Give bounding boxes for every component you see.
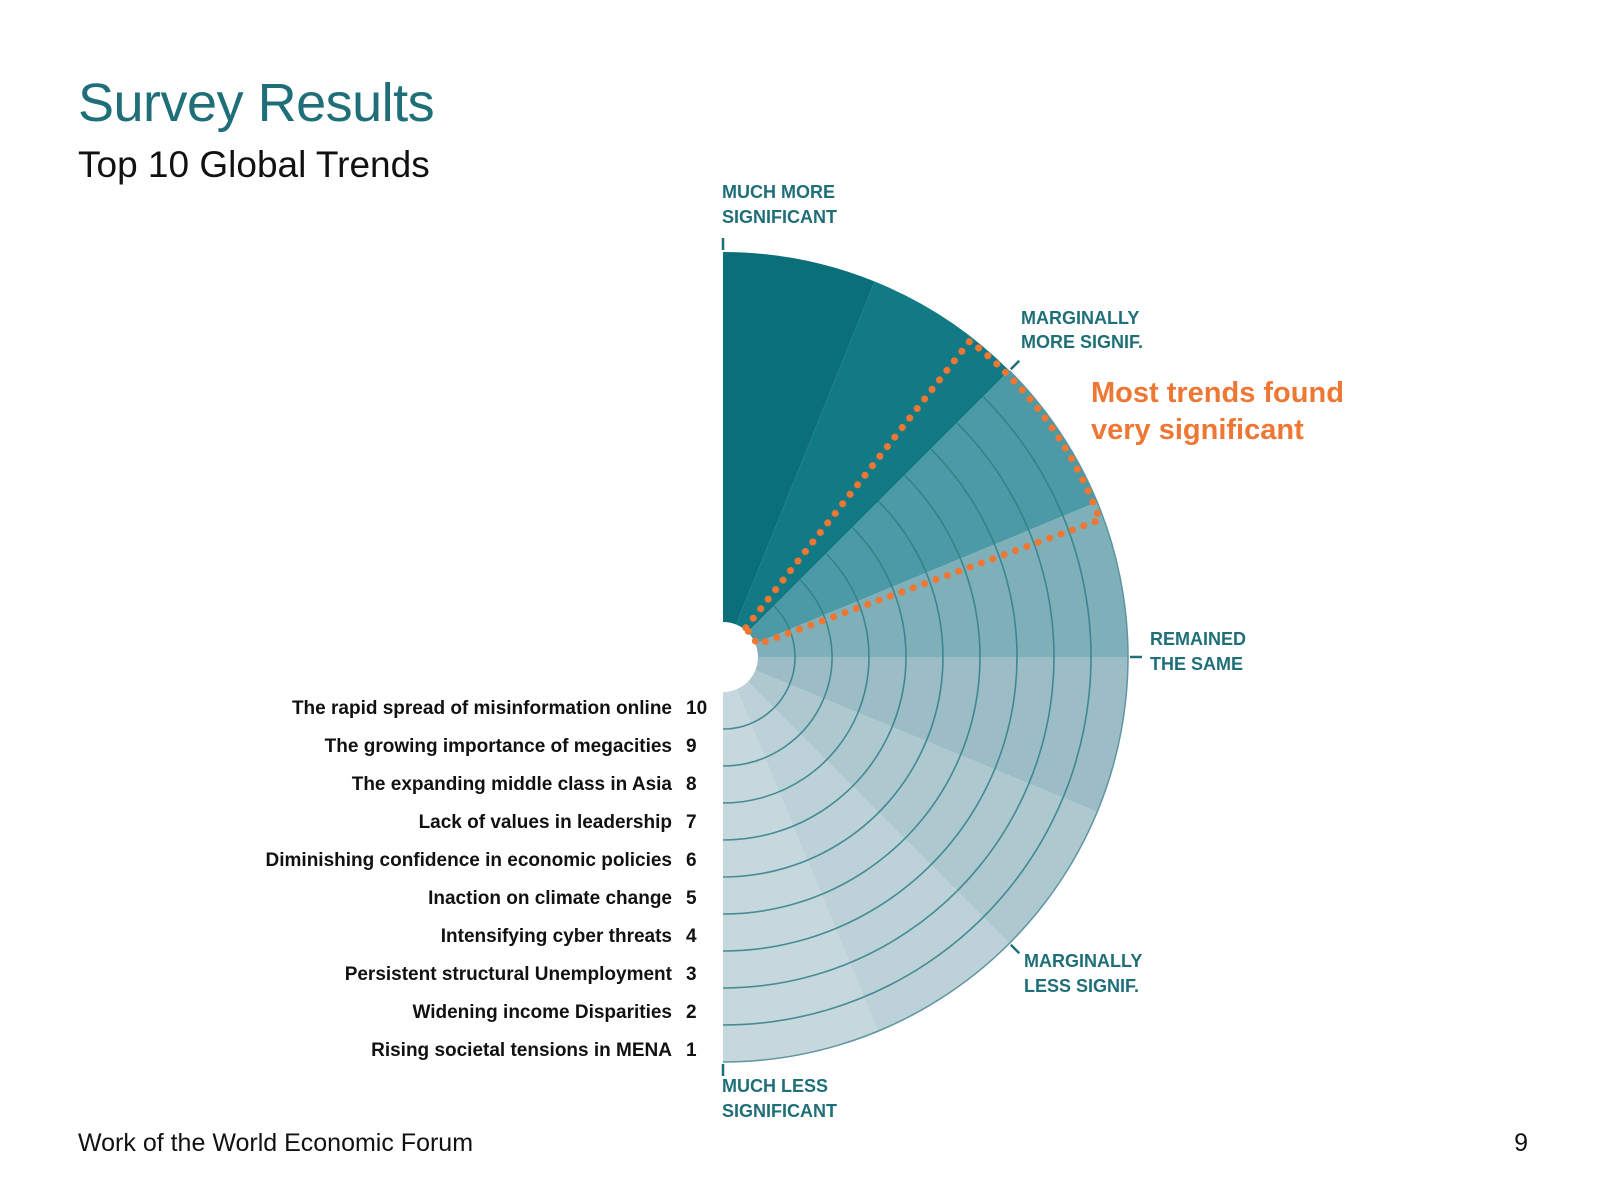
ring-separator [722, 396, 1092, 1026]
ring-separator [722, 500, 944, 878]
trend-rank: 3 [686, 964, 697, 985]
trend-row: Lack of values in leadership 7 [200, 804, 716, 842]
trend-label: Rising societal tensions in MENA [371, 1040, 672, 1061]
background-sector [755, 657, 1129, 812]
background-sector [747, 370, 1098, 644]
ring-separator [722, 553, 870, 804]
ring-separator [722, 527, 907, 841]
label-much-less-2: SIGNIFICANT [722, 1101, 837, 1121]
trend-label: The expanding middle class in Asia [351, 774, 672, 795]
label-marginally-more-2: MORE SIGNIF. [1021, 332, 1143, 352]
trend-label: Lack of values in leadership [418, 812, 672, 833]
trend-label: The growing importance of megacities [324, 736, 672, 757]
ring-separator [722, 422, 1055, 989]
outer-edge [722, 370, 1129, 1063]
trend-rank: 6 [686, 850, 697, 871]
ring-separator [722, 448, 1018, 952]
trend-rank: 8 [686, 774, 697, 795]
callout-line-2: very significant [1091, 414, 1304, 446]
label-much-more-2: SIGNIFICANT [722, 207, 837, 227]
trend-rank: 2 [686, 1002, 697, 1023]
chart-rings [722, 370, 1129, 1063]
trend-label: Persistent structural Unemployment [344, 964, 672, 985]
trend-label: Diminishing confidence in economic polic… [265, 850, 672, 871]
trend-rank: 5 [686, 888, 697, 909]
trend-label: Widening income Disparities [412, 1002, 672, 1023]
highlight-outline [741, 336, 1105, 649]
chart-ticks [721, 238, 1142, 1076]
label-remained-same-2: THE SAME [1150, 654, 1243, 674]
label-much-less-1: MUCH LESS [722, 1076, 828, 1096]
trend-rank: 9 [686, 736, 697, 757]
page-number: 9 [1514, 1129, 1528, 1157]
ring-separator [722, 605, 796, 730]
trend-rank: 4 [686, 926, 697, 947]
background-sector [723, 689, 878, 1063]
footer-text: Work of the World Economic Forum [78, 1129, 474, 1157]
ring-separator [722, 579, 833, 767]
trend-row: Diminishing confidence in economic polic… [200, 842, 716, 880]
trend-row: The expanding middle class in Asia 8 [200, 766, 716, 804]
label-marginally-more-1: MARGINALLY [1021, 308, 1139, 328]
trend-row: Widening income Disparities 2 [200, 994, 716, 1032]
trend-row: Persistent structural Unemployment 3 [200, 956, 716, 994]
trend-row: The rapid spread of misinformation onlin… [200, 690, 716, 728]
tick-marginally-more [1009, 359, 1021, 371]
background-sector [755, 502, 1129, 657]
trend-row: Intensifying cyber threats 4 [200, 918, 716, 956]
callout-line-1: Most trends found [1091, 377, 1344, 409]
trend-rank: 1 [686, 1040, 697, 1061]
trend-label: Intensifying cyber threats [440, 926, 672, 947]
background-sector [747, 670, 1098, 944]
trend-rank: 10 [686, 698, 708, 719]
label-marginally-less-2: LESS SIGNIF. [1024, 976, 1139, 996]
label-remained-same-1: REMAINED [1150, 629, 1246, 649]
trend-row: Rising societal tensions in MENA 1 [200, 1032, 716, 1070]
trend-rank: 7 [686, 812, 697, 833]
background-sector [736, 681, 1010, 1032]
tick-marginally-less [1009, 943, 1021, 955]
page-subtitle: Top 10 Global Trends [78, 144, 430, 185]
trend-label: Inaction on climate change [428, 888, 672, 909]
label-much-more-1: MUCH MORE [722, 182, 835, 202]
page-title: Survey Results [78, 73, 435, 133]
background-sector [736, 281, 1010, 633]
trend-row: The growing importance of megacities 9 [200, 728, 716, 766]
chart-bands [723, 252, 1129, 1063]
trend-list: The rapid spread of misinformation onlin… [200, 690, 716, 1070]
ring-separator [722, 474, 981, 915]
label-marginally-less-1: MARGINALLY [1024, 951, 1142, 971]
trend-label: The rapid spread of misinformation onlin… [291, 698, 672, 719]
background-sector [723, 252, 875, 625]
trend-row: Inaction on climate change 5 [200, 880, 716, 918]
